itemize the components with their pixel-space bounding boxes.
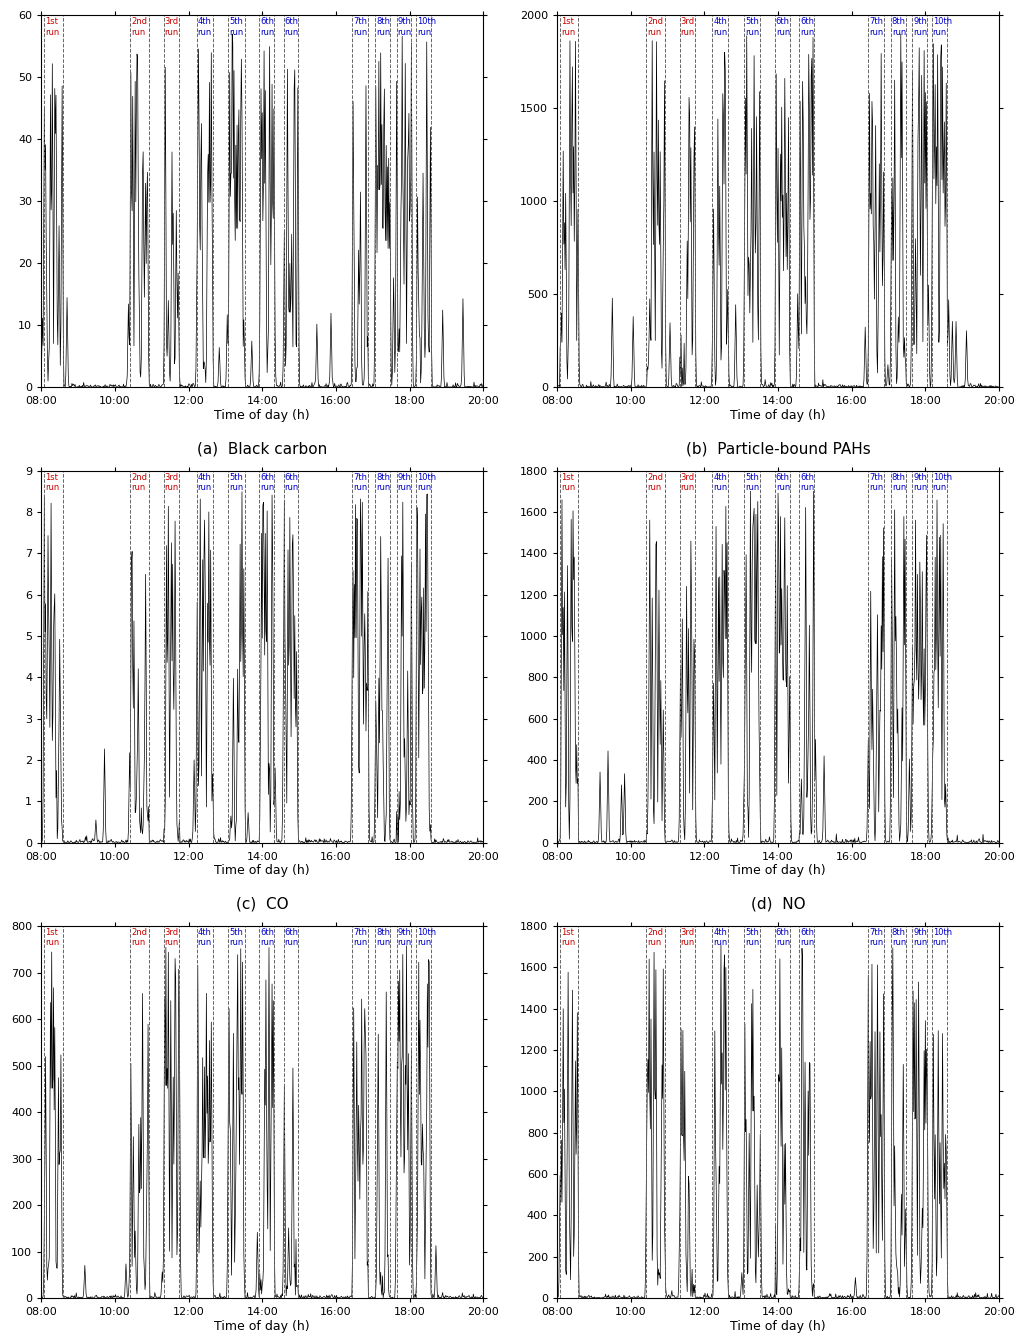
Text: 5th
run: 5th run <box>745 17 759 36</box>
Text: 5th
run: 5th run <box>229 927 243 948</box>
Text: 1st
run: 1st run <box>45 927 60 948</box>
Text: 3rd
run: 3rd run <box>164 473 179 492</box>
X-axis label: Time of day (h): Time of day (h) <box>731 864 826 878</box>
Text: 9th
run: 9th run <box>913 17 928 36</box>
Text: 9th
run: 9th run <box>397 17 411 36</box>
Text: 6th
run: 6th run <box>776 17 790 36</box>
Text: 9th
run: 9th run <box>913 473 928 492</box>
Text: 7th
run: 7th run <box>869 17 883 36</box>
X-axis label: Time of day (h): Time of day (h) <box>214 864 310 878</box>
Text: 2nd
run: 2nd run <box>647 927 663 948</box>
Text: 4th
run: 4th run <box>197 927 211 948</box>
Text: 10th
run: 10th run <box>933 17 952 36</box>
Text: 5th
run: 5th run <box>229 17 243 36</box>
Text: 3rd
run: 3rd run <box>164 927 179 948</box>
Text: 10th
run: 10th run <box>933 473 952 492</box>
Text: 6th
run: 6th run <box>260 473 274 492</box>
Text: 5th
run: 5th run <box>745 473 759 492</box>
Text: 8th
run: 8th run <box>377 17 390 36</box>
Text: 7th
run: 7th run <box>353 17 367 36</box>
Text: 10th
run: 10th run <box>417 17 436 36</box>
Text: 5th
run: 5th run <box>745 927 759 948</box>
Text: 6th
run: 6th run <box>776 473 790 492</box>
Text: 8th
run: 8th run <box>377 473 390 492</box>
Text: 1st
run: 1st run <box>45 17 60 36</box>
Text: 4th
run: 4th run <box>197 473 211 492</box>
Text: 7th
run: 7th run <box>869 927 883 948</box>
Text: 2nd
run: 2nd run <box>131 17 147 36</box>
Text: 10th
run: 10th run <box>417 927 436 948</box>
Text: 7th
run: 7th run <box>869 473 883 492</box>
Text: (c)  CO: (c) CO <box>236 896 288 911</box>
Text: 6th
run: 6th run <box>284 927 299 948</box>
Text: (a)  Black carbon: (a) Black carbon <box>197 441 327 456</box>
X-axis label: Time of day (h): Time of day (h) <box>731 1320 826 1333</box>
Text: 3rd
run: 3rd run <box>164 17 179 36</box>
Text: 6th
run: 6th run <box>800 473 815 492</box>
Text: 9th
run: 9th run <box>397 927 411 948</box>
Text: 6th
run: 6th run <box>284 17 299 36</box>
Text: 6th
run: 6th run <box>800 927 815 948</box>
Text: 1st
run: 1st run <box>561 927 575 948</box>
Text: 3rd
run: 3rd run <box>680 473 695 492</box>
X-axis label: Time of day (h): Time of day (h) <box>214 1320 310 1333</box>
Text: 6th
run: 6th run <box>260 17 274 36</box>
Text: 8th
run: 8th run <box>892 927 906 948</box>
Text: 8th
run: 8th run <box>892 17 906 36</box>
Text: 9th
run: 9th run <box>913 927 928 948</box>
Text: 2nd
run: 2nd run <box>647 17 663 36</box>
Text: (b)  Particle-bound PAHs: (b) Particle-bound PAHs <box>685 441 870 456</box>
Text: (d)  NO: (d) NO <box>751 896 805 911</box>
Text: 4th
run: 4th run <box>713 473 727 492</box>
Text: 10th
run: 10th run <box>417 473 436 492</box>
Text: 3rd
run: 3rd run <box>680 927 695 948</box>
Text: 6th
run: 6th run <box>800 17 815 36</box>
Text: 4th
run: 4th run <box>197 17 211 36</box>
Text: 8th
run: 8th run <box>892 473 906 492</box>
Text: 2nd
run: 2nd run <box>131 927 147 948</box>
Text: 6th
run: 6th run <box>776 927 790 948</box>
Text: 9th
run: 9th run <box>397 473 411 492</box>
Text: 6th
run: 6th run <box>260 927 274 948</box>
Text: 7th
run: 7th run <box>353 473 367 492</box>
Text: 2nd
run: 2nd run <box>647 473 663 492</box>
X-axis label: Time of day (h): Time of day (h) <box>731 409 826 422</box>
Text: 6th
run: 6th run <box>284 473 299 492</box>
Text: 3rd
run: 3rd run <box>680 17 695 36</box>
Text: 1st
run: 1st run <box>561 473 575 492</box>
Text: 8th
run: 8th run <box>377 927 390 948</box>
Text: 7th
run: 7th run <box>353 927 367 948</box>
Text: 1st
run: 1st run <box>561 17 575 36</box>
Text: 1st
run: 1st run <box>45 473 60 492</box>
X-axis label: Time of day (h): Time of day (h) <box>214 409 310 422</box>
Text: 4th
run: 4th run <box>713 17 727 36</box>
Text: 5th
run: 5th run <box>229 473 243 492</box>
Text: 10th
run: 10th run <box>933 927 952 948</box>
Text: 2nd
run: 2nd run <box>131 473 147 492</box>
Text: 4th
run: 4th run <box>713 927 727 948</box>
